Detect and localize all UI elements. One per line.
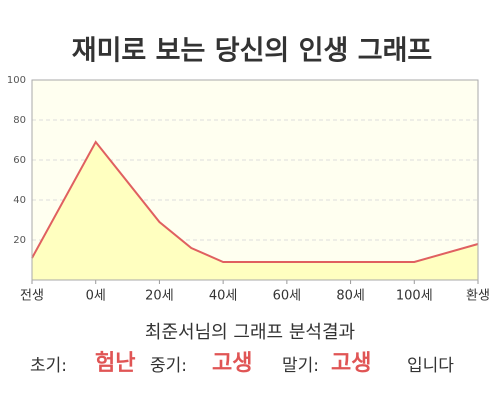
- y-tick-label: 100: [7, 75, 26, 86]
- result-label: 중기:: [150, 356, 187, 376]
- x-tick-label: 환생: [466, 289, 490, 304]
- result-value: 험난: [95, 350, 135, 376]
- x-tick-label: 100세: [396, 289, 433, 304]
- result-label: 말기:: [282, 356, 319, 376]
- y-tick-label: 20: [13, 235, 26, 246]
- line: [31, 140, 479, 263]
- result-label: 초기:: [30, 356, 67, 376]
- x-tick-label: 80세: [336, 289, 365, 304]
- y-tick-label: 40: [13, 195, 26, 206]
- x-tick-label: 60세: [273, 289, 302, 304]
- result-title: 최준서님의 그래프 분석결과: [145, 322, 355, 343]
- x-tick-label: 20세: [145, 289, 174, 304]
- chart-title: 재미로 보는 당신의 인생 그래프: [72, 36, 433, 67]
- result-value: 고생: [331, 351, 371, 376]
- x-tick-label: 전생: [20, 289, 44, 304]
- area: [32, 142, 478, 280]
- result-ending: 입니다: [407, 356, 454, 376]
- y-tick-label: 80: [13, 115, 26, 126]
- y-tick-label: 60: [13, 155, 26, 166]
- x-tick-label: 0세: [86, 289, 106, 304]
- x-tick-label: 40세: [209, 289, 238, 304]
- plot-border: [31, 79, 479, 281]
- result-value: 고생: [212, 351, 252, 376]
